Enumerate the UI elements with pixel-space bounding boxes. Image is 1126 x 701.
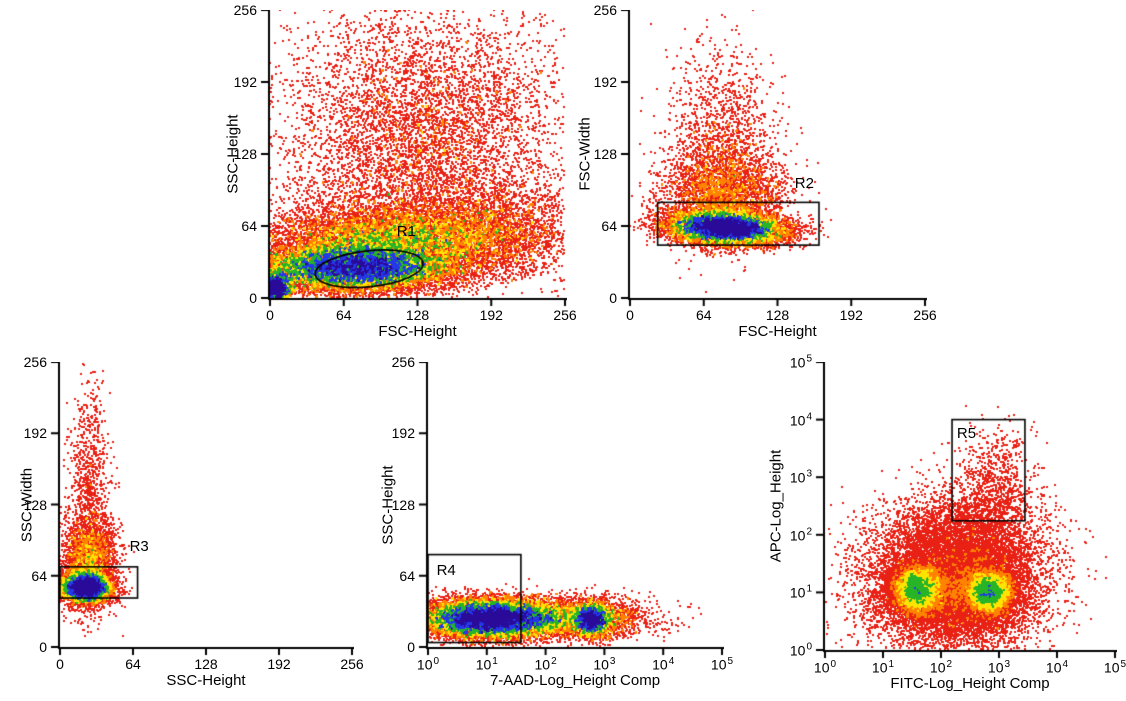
x-tick-label: 192 — [267, 656, 291, 672]
x-tick-label: 102 — [929, 659, 953, 676]
plot-ssc-height-vs-fsc-height: SSC-Height FSC-Height 0 64 128 192 256 0 64 128… — [225, 2, 577, 340]
y-tick-label: 128 — [593, 146, 617, 162]
x-tick-label: 105 — [710, 656, 734, 673]
y-tick-label: 192 — [233, 74, 257, 90]
density-scatter-canvas — [258, 10, 567, 312]
x-tick-label: 100 — [813, 659, 837, 676]
x-tick-label: 104 — [652, 656, 675, 673]
y-tick-label: 64 — [241, 218, 257, 234]
x-tick-label: 101 — [475, 656, 498, 673]
x-tick-label: 103 — [593, 656, 616, 673]
density-scatter-canvas — [813, 362, 1117, 664]
y-tick-label: 256 — [23, 354, 47, 370]
x-tick-label: 103 — [987, 659, 1011, 676]
y-tick-label: 0 — [249, 290, 257, 306]
plot-ssc-width-vs-ssc-height: SSC-Width SSC-Height 0 64 128 192 256 0 64 128 1… — [19, 354, 364, 689]
x-axis-title: FITC-Log_Height Comp — [890, 675, 1050, 692]
plot-ssc-height-vs-7aad: SSC-Height 7-AAD-Log_Height Comp 100 101 1… — [380, 354, 734, 689]
x-tick-label: 128 — [405, 307, 430, 323]
x-tick-label: 64 — [695, 307, 712, 323]
y-tick-label: 104 — [789, 411, 812, 428]
gate-label-r2: R2 — [794, 175, 814, 193]
density-scatter-canvas — [618, 10, 927, 312]
y-axis-title: APC-Log_Height — [767, 449, 785, 563]
y-tick-label: 64 — [601, 218, 617, 234]
x-tick-label: 105 — [1103, 659, 1126, 676]
x-tick-label: 128 — [765, 307, 790, 323]
x-tick-label: 0 — [266, 307, 274, 323]
gate-label-r3: R3 — [129, 537, 149, 555]
y-tick-label: 192 — [593, 74, 617, 90]
x-tick-label: 64 — [335, 307, 352, 323]
y-tick-label: 256 — [593, 2, 617, 18]
y-tick-label: 128 — [391, 496, 415, 513]
y-tick-label: 256 — [233, 2, 257, 18]
x-tick-label: 256 — [340, 656, 364, 672]
y-tick-label: 192 — [391, 425, 415, 442]
y-tick-label: 192 — [23, 425, 47, 442]
x-axis-title: FSC-Height — [378, 323, 457, 340]
x-tick-label: 0 — [626, 307, 634, 323]
x-tick-label: 102 — [534, 656, 557, 673]
y-tick-label: 256 — [391, 354, 415, 370]
x-tick-label: 100 — [416, 656, 440, 673]
x-axis-title: FSC-Height — [738, 323, 817, 340]
y-tick-label: 0 — [39, 639, 47, 655]
plot-fsc-width-vs-fsc-height: FSC-Width FSC-Height 0 64 128 192 256 0 64 128 1… — [577, 2, 937, 340]
y-tick-label: 0 — [407, 639, 415, 655]
y-tick-label: 128 — [233, 146, 257, 162]
x-tick-label: 192 — [839, 307, 863, 323]
gate-label-r5: R5 — [956, 424, 977, 442]
y-tick-label: 64 — [31, 567, 47, 584]
x-tick-label: 128 — [194, 656, 218, 672]
y-tick-label: 100 — [789, 641, 812, 659]
x-tick-label: 104 — [1045, 659, 1069, 676]
y-tick-label: 128 — [23, 496, 47, 513]
density-scatter-canvas — [48, 362, 354, 661]
y-axis-title: FSC-Width — [576, 117, 594, 191]
gate-label-r1: R1 — [396, 222, 416, 240]
x-axis-title: 7-AAD-Log_Height Comp — [489, 672, 661, 689]
x-tick-label: 192 — [479, 307, 503, 323]
x-tick-label: 101 — [871, 659, 895, 676]
y-tick-label: 105 — [789, 353, 812, 371]
y-tick-label: 102 — [789, 526, 812, 544]
x-tick-label: 256 — [553, 307, 577, 323]
plot-apc-vs-fitc: APC-Log_Height FITC-Log_Height Comp 100 1… — [768, 354, 1126, 692]
y-tick-label: 64 — [399, 567, 415, 584]
gate-label-r4: R4 — [436, 562, 456, 580]
x-tick-label: 0 — [56, 656, 64, 672]
y-tick-label: 101 — [789, 584, 812, 601]
density-scatter-canvas — [416, 362, 724, 661]
y-tick-label: 0 — [609, 290, 617, 306]
x-tick-label: 64 — [125, 656, 141, 672]
x-axis-title: SSC-Height — [166, 672, 246, 689]
x-tick-label: 256 — [913, 307, 937, 323]
y-tick-label: 103 — [789, 468, 812, 486]
